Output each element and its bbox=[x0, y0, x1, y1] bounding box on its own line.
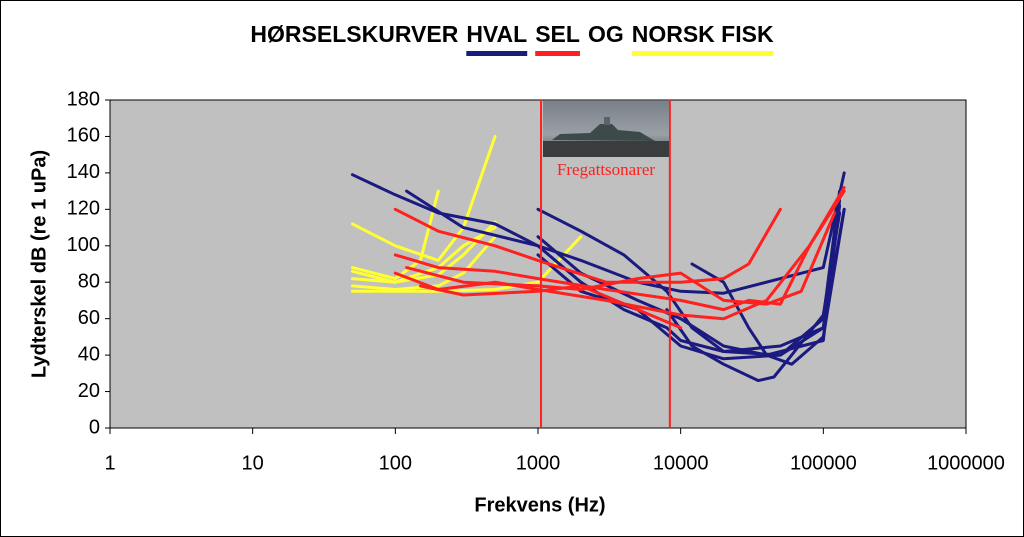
frigate-image bbox=[543, 101, 669, 157]
series-line bbox=[690, 207, 846, 366]
series-line bbox=[393, 207, 782, 284]
y-tick-label: 140 bbox=[67, 161, 100, 183]
title-underline bbox=[631, 51, 774, 56]
y-tick-label: 0 bbox=[89, 416, 100, 438]
series-line bbox=[350, 171, 846, 295]
y-tick-label: 20 bbox=[78, 380, 100, 402]
title-underline bbox=[535, 51, 580, 56]
series-line bbox=[350, 134, 497, 262]
x-tick-label: 100 bbox=[379, 452, 412, 474]
x-tick-label: 100000 bbox=[790, 452, 857, 474]
series-line bbox=[393, 186, 846, 312]
series-line bbox=[665, 211, 842, 383]
y-tick-label: 120 bbox=[67, 198, 100, 220]
series-line bbox=[405, 189, 842, 353]
y-tick-label: 60 bbox=[78, 307, 100, 329]
annotation: Fregattsonarer bbox=[557, 160, 656, 179]
title-part: SEL bbox=[535, 21, 580, 47]
y-tick-label: 180 bbox=[67, 88, 100, 110]
y-tick-label: 80 bbox=[78, 271, 100, 293]
series-line bbox=[393, 189, 846, 321]
plot bbox=[350, 100, 846, 428]
plot-area bbox=[109, 99, 967, 429]
title-underline bbox=[466, 51, 528, 56]
x-tick-label: 1 bbox=[104, 452, 115, 474]
x-tick-label: 1000000 bbox=[927, 452, 1005, 474]
series-line bbox=[350, 235, 497, 291]
title-part: NORSK FISK bbox=[632, 21, 774, 47]
x-tick-label: 10000 bbox=[653, 452, 709, 474]
x-axis-title: Frekvens (Hz) bbox=[474, 494, 605, 516]
title-part: HØRSELSKURVER bbox=[250, 21, 458, 47]
y-tick-label: 40 bbox=[78, 343, 100, 365]
y-axis-title: Lydterskel dB (re 1 uPa) bbox=[28, 150, 50, 378]
title: HØRSELSKURVER HVAL SEL OG NORSK FISK bbox=[250, 21, 774, 56]
series-line bbox=[419, 284, 683, 330]
title-part: HVAL bbox=[466, 21, 527, 47]
x-tick-label: 1000 bbox=[516, 452, 561, 474]
y-tick-label: 100 bbox=[67, 234, 100, 256]
y-tick-label: 160 bbox=[67, 125, 100, 147]
x-tick-label: 10 bbox=[242, 452, 264, 474]
title-part: OG bbox=[588, 21, 624, 47]
